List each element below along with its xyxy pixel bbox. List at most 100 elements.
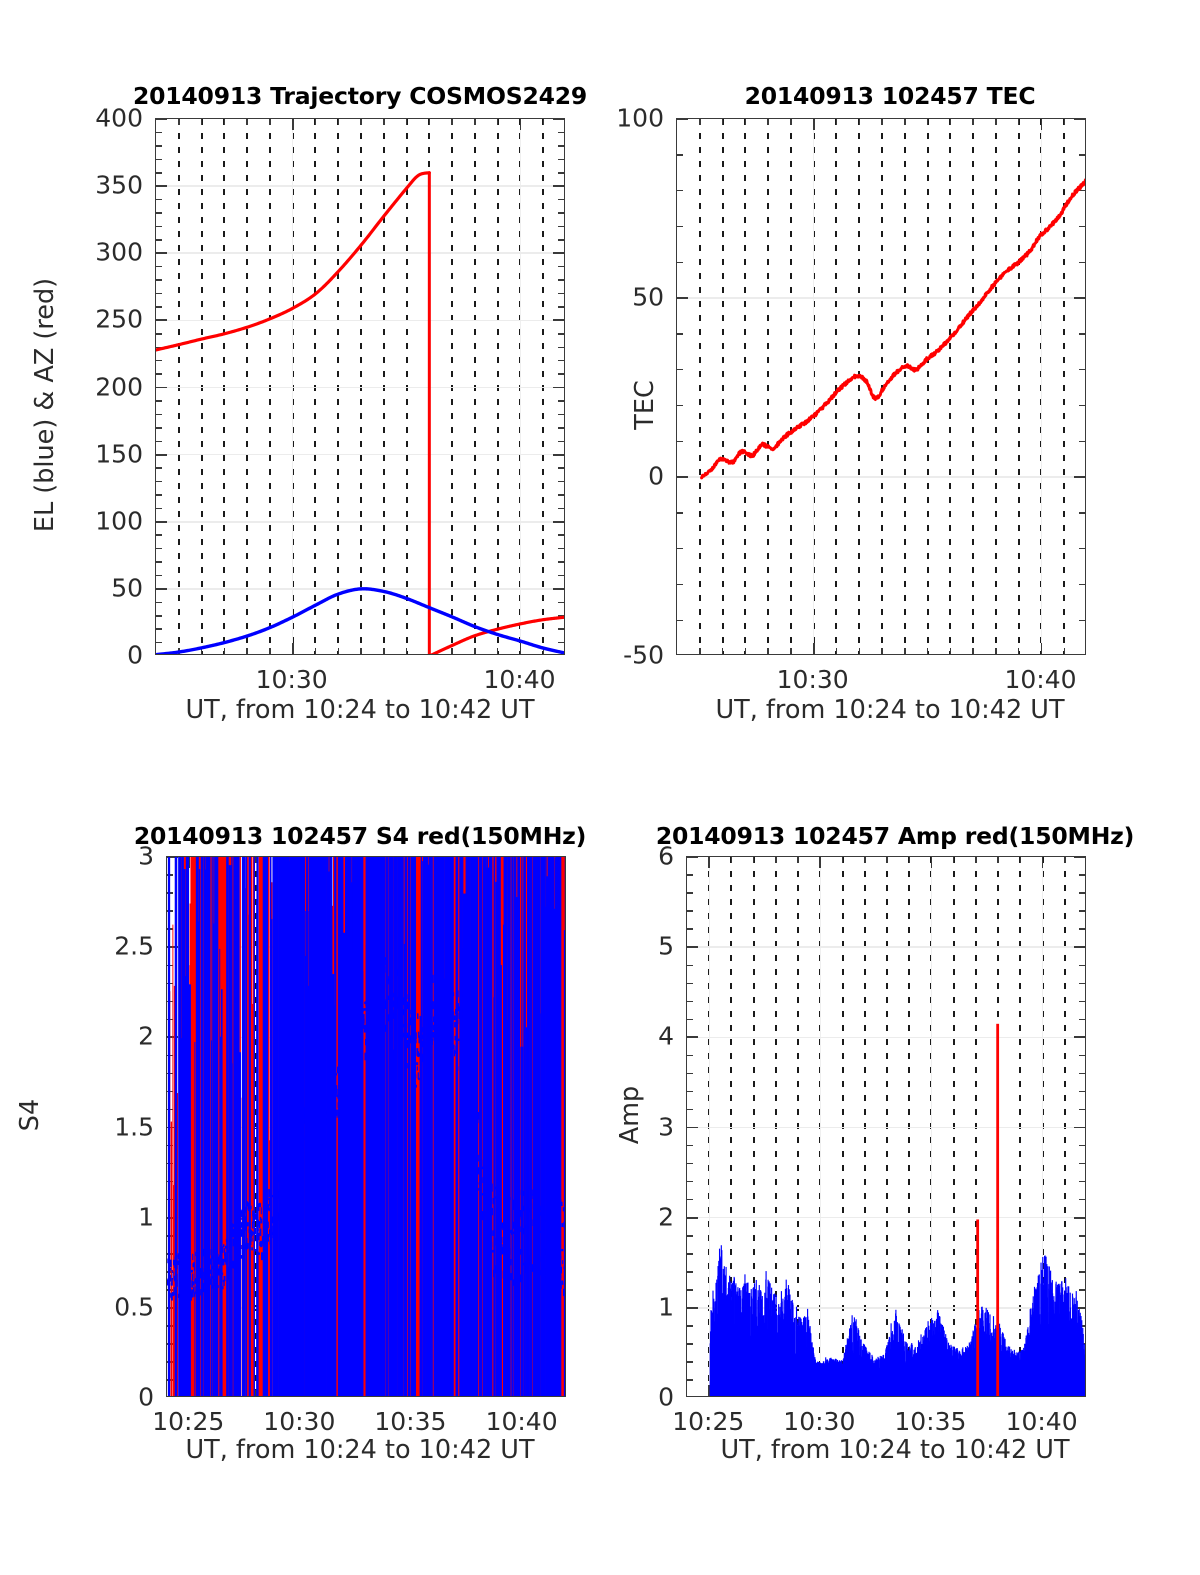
axis-tick-y-minor (156, 507, 162, 510)
s4-blue-sample (260, 1218, 263, 1224)
gridline-vertical-dotted (974, 857, 977, 1396)
s4-blue-sample (506, 1222, 508, 1229)
s4-blue-sample (349, 857, 352, 1396)
s4-blue-sample (391, 968, 393, 975)
axis-tick-x-minor (1063, 119, 1066, 125)
s4-blue-sample (173, 1261, 176, 1266)
s4-blue-sample (257, 1228, 259, 1232)
axis-tick-x-minor (314, 119, 317, 125)
panel-s4-plot-area[interactable] (166, 856, 566, 1397)
axis-tick-y-minor (677, 404, 683, 407)
s4-blue-sample (199, 869, 201, 1396)
s4-blue-sample (190, 1288, 192, 1292)
axis-tick-x-minor (881, 119, 883, 125)
axis-tick-y-minor (1079, 619, 1085, 621)
s4-blue-sample (476, 857, 478, 1396)
s4-blue-sample (430, 987, 432, 994)
s4-blue-sample (197, 921, 200, 1396)
s4-red-sample (193, 857, 195, 1396)
s4-blue-sample (191, 1289, 194, 1298)
axis-tick-y (687, 1306, 698, 1309)
s4-blue-sample (227, 857, 229, 1396)
s4-blue-sample (171, 1278, 173, 1286)
panel-trajectory-plot-area[interactable] (155, 118, 565, 655)
s4-blue-sample (439, 999, 441, 1005)
y-tick-label: 0.5 (114, 1292, 154, 1322)
s4-blue-sample (426, 1046, 429, 1052)
s4-blue-sample (250, 1205, 252, 1210)
s4-blue-sample (457, 1003, 459, 1012)
s4-blue-sample (172, 1293, 175, 1296)
axis-tick-x-minor (519, 119, 522, 125)
s4-blue-sample (362, 1018, 365, 1024)
axis-tick-y (156, 453, 167, 456)
axis-tick-y-minor (558, 574, 564, 577)
y-tick-label: 250 (95, 304, 143, 334)
s4-blue-sample (240, 1255, 243, 1259)
axis-tick-x-minor (708, 857, 711, 863)
gridline-vertical-dotted (698, 119, 701, 654)
s4-blue-sample (362, 1008, 364, 1012)
s4-blue-sample (517, 1257, 519, 1262)
s4-blue-sample (559, 1255, 562, 1259)
s4-blue-sample (260, 1240, 263, 1248)
s4-blue-sample (422, 1055, 424, 1063)
axis-tick-y (677, 119, 688, 120)
axis-tick-y (687, 946, 698, 949)
s4-blue-sample (528, 857, 530, 1396)
panel-amp-title: 20140913 102457 Amp red(150MHz) (655, 822, 1135, 850)
s4-blue-sample (170, 1294, 172, 1299)
s4-blue-sample (194, 1041, 196, 1396)
gridline-vertical-dotted (886, 857, 888, 1396)
axis-tick-x-minor (223, 119, 226, 125)
axis-tick-y-minor (687, 892, 693, 894)
s4-blue-sample (479, 1182, 481, 1186)
s4-blue-sample (494, 1268, 496, 1274)
axis-tick-y-minor (156, 574, 162, 577)
axis-tick-x-minor (474, 119, 476, 125)
s4-blue-sample (268, 1189, 271, 1198)
s4-blue-sample (401, 1012, 403, 1020)
s4-blue-sample (187, 984, 191, 1396)
axis-tick-y-minor (1079, 1000, 1085, 1003)
s4-blue-sample (479, 1126, 480, 1133)
y-tick-label: 3 (658, 1112, 674, 1141)
s4-blue-sample (217, 1285, 219, 1288)
s4-blue-sample (453, 992, 455, 997)
axis-tick-y-minor (1079, 512, 1085, 514)
axis-tick-y-minor (687, 982, 693, 985)
s4-blue-sample (524, 857, 526, 1396)
s4-blue-sample (530, 857, 533, 1396)
s4-blue-sample (509, 1229, 512, 1234)
s4-blue-sample (493, 1237, 496, 1246)
s4-blue-sample (220, 1284, 222, 1293)
s4-blue-sample (388, 966, 391, 974)
s4-blue-sample (366, 1070, 368, 1396)
s4-blue-sample (413, 1035, 414, 1040)
x-tick-label: 10:40 (1004, 665, 1077, 694)
s4-blue-sample (181, 899, 185, 1396)
panel-tec-plot-area[interactable] (676, 118, 1086, 655)
s4-blue-sample (505, 857, 508, 1396)
s4-blue-sample (495, 881, 497, 1396)
axis-tick-x-minor (949, 648, 952, 654)
s4-blue-sample (179, 1286, 181, 1289)
s4-blue-sample (536, 1244, 538, 1249)
s4-blue-sample (492, 1230, 494, 1236)
gridline-horizontal (677, 297, 1085, 299)
s4-blue-sample (245, 1242, 248, 1250)
s4-blue-sample (414, 857, 416, 1396)
s4-blue-sample (440, 965, 443, 969)
gridline-horizontal (677, 476, 1085, 478)
s4-blue-sample (435, 972, 438, 981)
s4-blue-sample (536, 1253, 538, 1256)
amp-blue-sample (1084, 1350, 1085, 1396)
s4-blue-sample (437, 857, 440, 1396)
s4-blue-sample (304, 1107, 306, 1115)
s4-blue-sample (549, 857, 553, 1396)
s4-blue-sample (257, 1252, 260, 1255)
s4-blue-sample (416, 1062, 419, 1066)
panel-amp-plot-area[interactable] (686, 856, 1086, 1397)
s4-blue-sample (275, 857, 277, 1396)
panel-trajectory-ylabel: EL (blue) & AZ (red) (30, 277, 60, 533)
